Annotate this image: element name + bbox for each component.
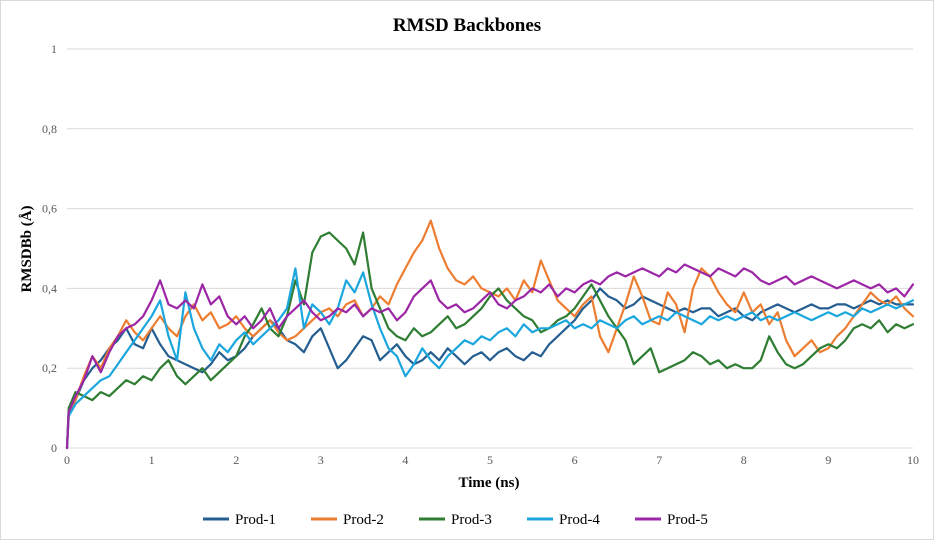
x-axis-ticks: 0 1 2 3 4 5 6 7 8 9 10 (64, 453, 919, 467)
y-axis-ticks: 0 0,2 0,4 0,6 0,8 1 (42, 42, 57, 455)
gridlines (67, 48, 913, 449)
legend-item-prod-5: Prod-5 (635, 512, 708, 528)
y-tick-label: 1 (51, 42, 57, 56)
legend-label: Prod-4 (559, 512, 600, 528)
series-line-prod-3 (65, 231, 915, 450)
y-tick-label: 0,6 (42, 202, 57, 216)
series-line-prod-4 (65, 267, 915, 450)
y-tick-label: 0 (51, 441, 57, 455)
x-tick-label: 1 (149, 453, 155, 467)
series-line-prod-1 (65, 287, 915, 450)
x-tick-label: 0 (64, 453, 70, 467)
x-tick-label: 7 (656, 453, 662, 467)
series-lines (65, 219, 915, 450)
legend-label: Prod-3 (451, 512, 492, 528)
legend-item-prod-1: Prod-1 (203, 512, 276, 528)
legend-item-prod-4: Prod-4 (527, 512, 600, 528)
legend-item-prod-2: Prod-2 (311, 512, 384, 528)
x-tick-label: 9 (825, 453, 831, 467)
chart-title: RMSD Backbones (393, 15, 541, 36)
legend: Prod-1 Prod-2 Prod-3 Prod-4 Prod-5 (203, 512, 708, 528)
x-axis-title: Time (ns) (459, 475, 520, 491)
y-tick-label: 0,2 (42, 361, 57, 375)
series-line-prod-5 (65, 263, 915, 450)
x-tick-label: 6 (572, 453, 578, 467)
x-tick-label: 2 (233, 453, 239, 467)
x-tick-label: 3 (318, 453, 324, 467)
y-tick-label: 0,8 (42, 122, 57, 136)
x-tick-label: 8 (741, 453, 747, 467)
legend-label: Prod-1 (235, 512, 276, 528)
x-tick-label: 4 (402, 453, 408, 467)
x-tick-label: 10 (907, 453, 919, 467)
y-axis-title: RMSDBb (Å) (19, 205, 35, 292)
legend-item-prod-3: Prod-3 (419, 512, 492, 528)
legend-label: Prod-5 (667, 512, 708, 528)
legend-label: Prod-2 (343, 512, 384, 528)
series-line-prod-2 (65, 219, 915, 450)
y-tick-label: 0,4 (42, 281, 57, 295)
x-tick-label: 5 (487, 453, 493, 467)
